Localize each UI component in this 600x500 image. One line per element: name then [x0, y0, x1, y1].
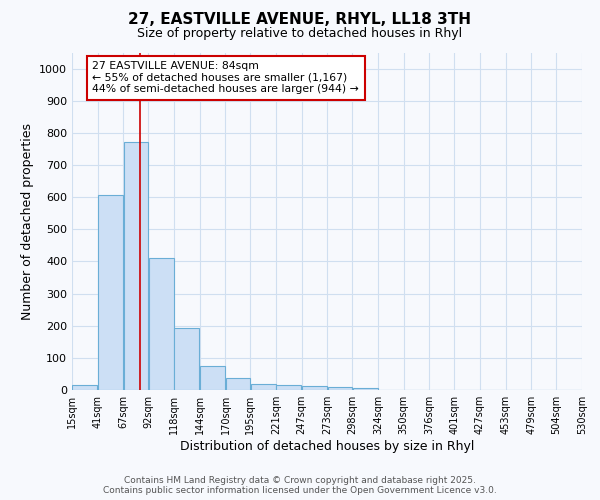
Bar — [72, 385, 97, 390]
Bar — [124, 142, 148, 390]
Bar — [302, 386, 327, 390]
Bar — [200, 366, 225, 390]
Bar — [328, 387, 352, 390]
Bar — [174, 328, 199, 390]
Text: Size of property relative to detached houses in Rhyl: Size of property relative to detached ho… — [137, 28, 463, 40]
Text: 27 EASTVILLE AVENUE: 84sqm
← 55% of detached houses are smaller (1,167)
44% of s: 27 EASTVILLE AVENUE: 84sqm ← 55% of deta… — [92, 61, 359, 94]
Bar — [251, 384, 276, 390]
Bar — [226, 378, 250, 390]
Bar — [149, 258, 174, 390]
Text: Contains HM Land Registry data © Crown copyright and database right 2025.
Contai: Contains HM Land Registry data © Crown c… — [103, 476, 497, 495]
Bar — [353, 388, 378, 390]
Y-axis label: Number of detached properties: Number of detached properties — [20, 122, 34, 320]
Bar — [98, 195, 123, 390]
X-axis label: Distribution of detached houses by size in Rhyl: Distribution of detached houses by size … — [180, 440, 474, 453]
Text: 27, EASTVILLE AVENUE, RHYL, LL18 3TH: 27, EASTVILLE AVENUE, RHYL, LL18 3TH — [128, 12, 472, 28]
Bar — [276, 385, 301, 390]
